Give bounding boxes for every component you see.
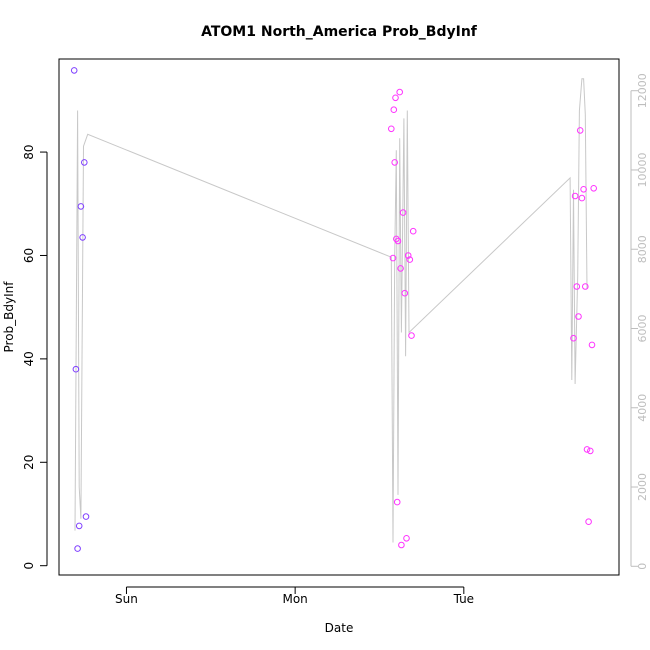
data-point [585, 518, 592, 526]
data-point [582, 283, 589, 290]
data-point [70, 67, 78, 74]
left-axis-tick-label: 60 [22, 248, 36, 263]
x-axis: Sun Mon Tue [115, 586, 475, 606]
right-axis-series-line [74, 78, 588, 543]
right-axis-tick-label: 10000 [636, 152, 649, 187]
data-point [393, 498, 401, 506]
data-point [391, 159, 399, 166]
series-line [74, 78, 588, 543]
left-axis-tick-label: 40 [22, 351, 36, 366]
data-point [578, 194, 586, 202]
left-axis-tick-label: 0 [22, 562, 36, 570]
chart-title: ATOM1 North_America Prob_BdyInf [201, 24, 478, 40]
data-point [588, 341, 596, 349]
data-point [575, 313, 582, 320]
x-axis-label: Date [325, 621, 354, 635]
data-point [394, 237, 402, 245]
points-layer [70, 67, 598, 552]
data-point [72, 365, 80, 373]
data-point [573, 283, 581, 290]
data-point [401, 289, 409, 297]
data-point [393, 235, 400, 243]
data-point [390, 106, 398, 113]
data-point [75, 522, 83, 530]
x-axis-tick-label: Mon [282, 592, 307, 606]
left-y-axis: 0 20 40 60 80 [22, 144, 48, 570]
data-point [79, 234, 86, 241]
data-point [398, 541, 405, 549]
data-point [590, 185, 598, 192]
data-point [392, 94, 399, 102]
data-point [580, 186, 587, 193]
data-point [406, 256, 414, 263]
data-point [399, 209, 407, 216]
right-axis-tick-label: 0 [636, 563, 649, 570]
data-point [408, 332, 415, 339]
data-point [570, 334, 577, 342]
data-point [389, 254, 397, 262]
right-axis-tick-label: 12000 [636, 73, 649, 108]
data-point [576, 127, 584, 134]
right-axis-tick-label: 8000 [636, 235, 649, 263]
data-point [82, 513, 90, 520]
right-axis-tick-label: 4000 [636, 394, 649, 422]
data-point [397, 265, 404, 272]
left-axis-tick-label: 80 [22, 144, 36, 159]
data-point [74, 545, 81, 552]
right-axis-tick-label: 2000 [636, 473, 649, 501]
data-point [77, 203, 85, 210]
data-point [571, 192, 579, 200]
y-axis-label: Prob_BdyInf [2, 281, 16, 353]
plot-frame [58, 58, 620, 576]
x-axis-tick-label: Tue [453, 592, 475, 606]
data-point [583, 446, 591, 453]
right-axis-tick-label: 6000 [636, 314, 649, 342]
data-point [396, 88, 404, 96]
data-point [388, 125, 395, 133]
left-axis-tick-label: 20 [22, 455, 36, 470]
data-point [409, 227, 417, 235]
x-axis-tick-label: Sun [115, 592, 138, 606]
data-point [403, 535, 410, 542]
data-point [81, 159, 88, 166]
data-point [587, 447, 594, 455]
data-point [404, 252, 412, 259]
right-y-axis: 0 2000 4000 6000 8000 10000 12000 [630, 73, 649, 570]
